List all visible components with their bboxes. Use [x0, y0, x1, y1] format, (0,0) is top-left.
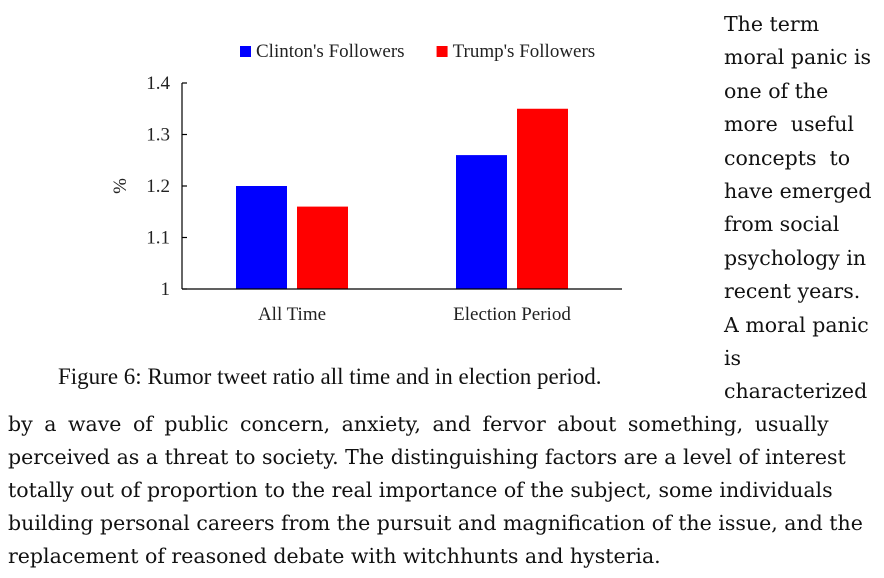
- y-tick-label: 1.2: [146, 176, 170, 197]
- y-tick-label: 1.3: [146, 125, 170, 146]
- chart-legend: Clinton's Followers Trump's Followers: [240, 41, 595, 62]
- bar: [456, 155, 507, 289]
- legend-label: Clinton's Followers: [256, 41, 405, 62]
- bar: [236, 186, 287, 289]
- side-text-line: from social: [724, 212, 840, 237]
- side-text-line: more useful: [724, 112, 854, 137]
- side-text-line: psychology in: [724, 245, 867, 270]
- side-text-line: characterized: [724, 379, 868, 404]
- x-axis: All Time Election Period: [182, 288, 622, 325]
- y-axis: 1 1.1 1.2 1.3 1.4%: [110, 73, 187, 300]
- bar: [297, 206, 348, 289]
- bar-chart: Clinton's Followers Trump's Followers 1 1.…: [110, 41, 622, 325]
- side-text-line: moral panic is: [724, 45, 872, 70]
- side-text-line: one of the: [724, 78, 829, 103]
- legend-label: Trump's Followers: [453, 41, 596, 62]
- body-text-line: by a wave of public concern, anxiety, an…: [8, 412, 829, 436]
- y-tick-label: 1.4: [146, 73, 170, 94]
- side-text-line: have emerged: [724, 179, 872, 204]
- y-axis-label: %: [110, 178, 131, 194]
- side-text-line: is: [724, 346, 742, 371]
- legend-swatch: [240, 46, 251, 57]
- figure-caption: Figure 6: Rumor tweet ratio all time and…: [58, 364, 602, 389]
- x-tick-label: Election Period: [453, 304, 571, 325]
- body-text-line: totally out of proportion to the real im…: [8, 478, 833, 502]
- bars: [236, 108, 568, 289]
- side-text-line: recent years.: [724, 279, 861, 304]
- body-text-line: replacement of reasoned debate with witc…: [8, 544, 661, 568]
- legend-swatch: [436, 46, 448, 57]
- side-text-line: The term: [724, 12, 820, 36]
- y-tick-label: 1.1: [146, 228, 170, 249]
- x-tick-label: All Time: [258, 304, 326, 325]
- body-text-line: perceived as a threat to society. The di…: [8, 445, 846, 469]
- side-text-line: A moral panic: [724, 312, 869, 337]
- body-paragraph: by a wave of public concern, anxiety, an…: [8, 408, 884, 573]
- y-tick-label: 1: [161, 279, 171, 300]
- bar: [517, 108, 568, 289]
- body-text-line: building personal careers from the pursu…: [8, 511, 863, 535]
- side-text-line: concepts to: [724, 145, 851, 170]
- side-paragraph: The term moral panic is one of the more …: [724, 8, 884, 409]
